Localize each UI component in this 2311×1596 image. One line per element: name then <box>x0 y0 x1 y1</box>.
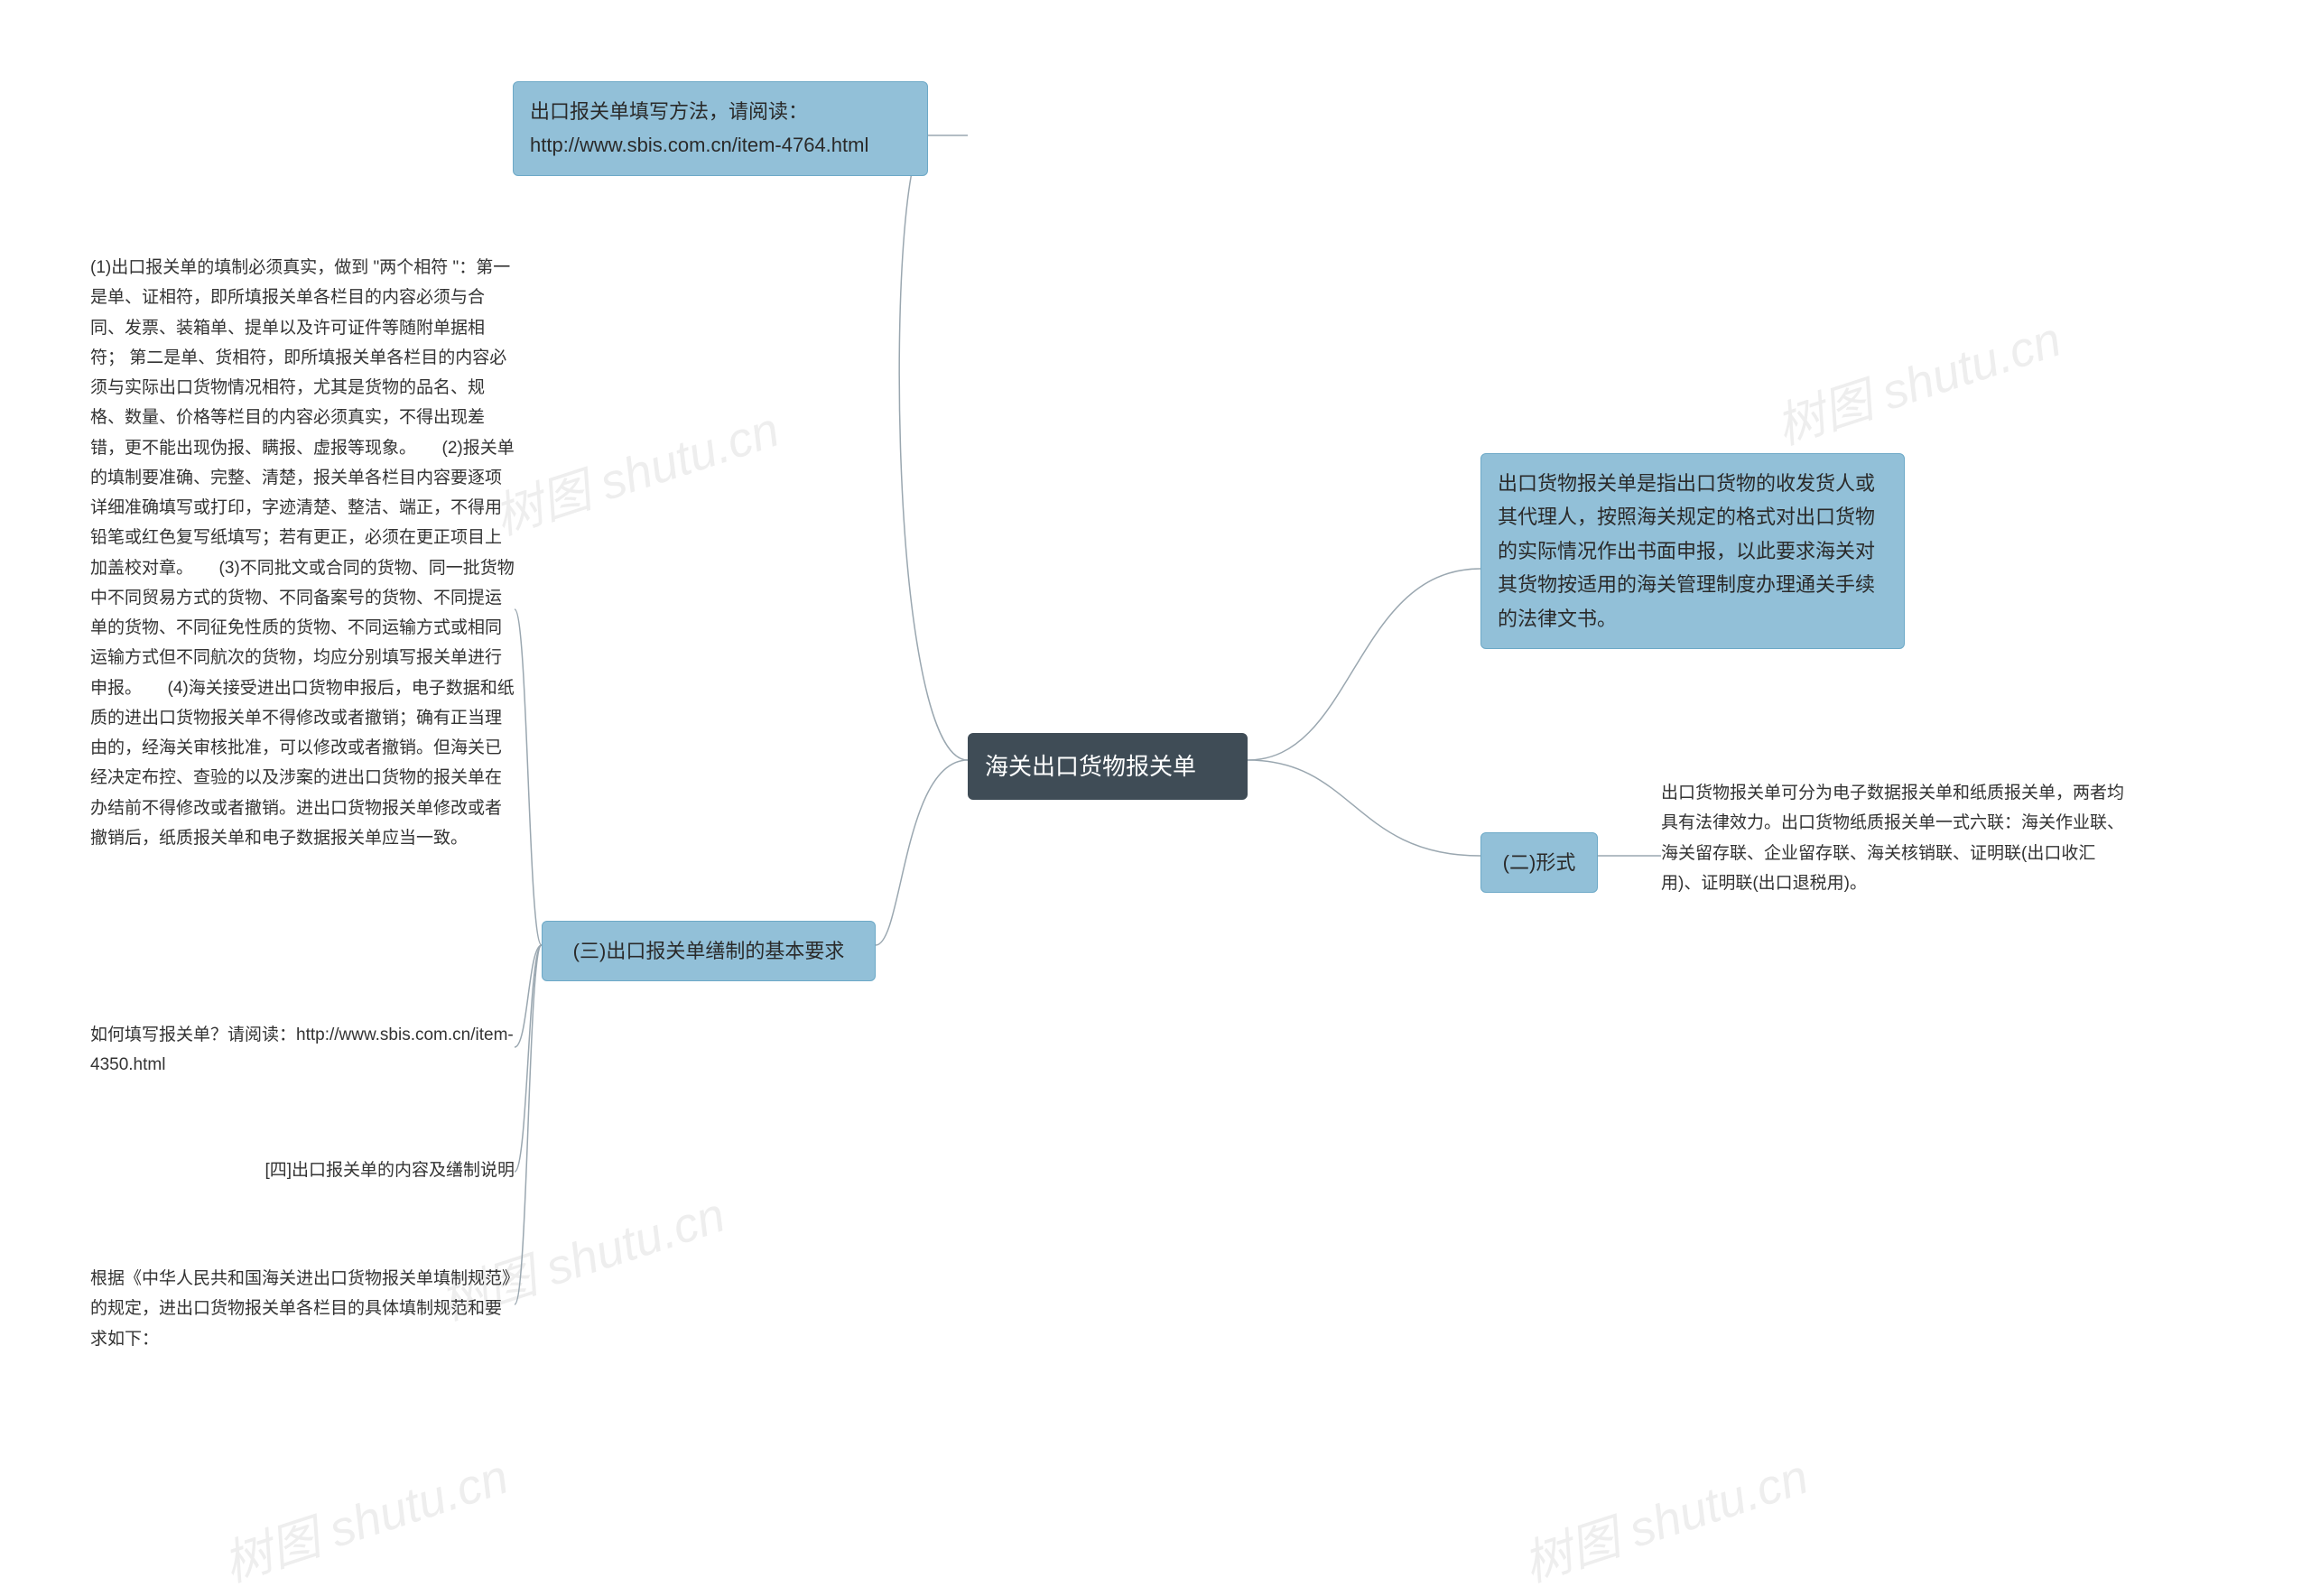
node-form[interactable]: (二)形式 <box>1480 832 1598 893</box>
connector <box>515 945 542 1172</box>
connector <box>515 945 542 1304</box>
watermark: 树图 shutu.cn <box>484 389 787 548</box>
node-form-detail: 出口货物报关单可分为电子数据报关单和纸质报关单，两者均具有法律效力。出口货物纸质… <box>1661 778 2130 898</box>
watermark: 树图 shutu.cn <box>1513 1436 1816 1595</box>
node-fill-method[interactable]: 出口报关单填写方法，请阅读：http://www.sbis.com.cn/ite… <box>513 81 928 176</box>
node-requirements-detail: (1)出口报关单的填制必须真实，做到 "两个相符 "：第一是单、证相符，即所填报… <box>90 253 515 853</box>
watermark: 树图 shutu.cn <box>1766 299 2069 458</box>
connector <box>876 760 968 945</box>
node-definition[interactable]: 出口货物报关单是指出口货物的收发货人或其代理人，按照海关规定的格式对出口货物的实… <box>1480 453 1905 649</box>
connector <box>899 135 968 760</box>
connector <box>515 609 542 945</box>
connector <box>1248 569 1480 760</box>
node-requirements[interactable]: (三)出口报关单缮制的基本要求 <box>542 921 876 981</box>
connector <box>1248 760 1480 856</box>
node-howto: 如何填写报关单？请阅读：http://www.sbis.com.cn/item-… <box>90 1020 515 1081</box>
node-regulation: 根据《中华人民共和国海关进出口货物报关单填制规范》的规定，进出口货物报关单各栏目… <box>90 1264 515 1354</box>
watermark: 树图 shutu.cn <box>213 1436 516 1595</box>
connector <box>515 945 542 1047</box>
root-node[interactable]: 海关出口货物报关单 <box>968 733 1248 800</box>
node-content-spec: [四]出口报关单的内容及缮制说明 <box>144 1155 515 1185</box>
